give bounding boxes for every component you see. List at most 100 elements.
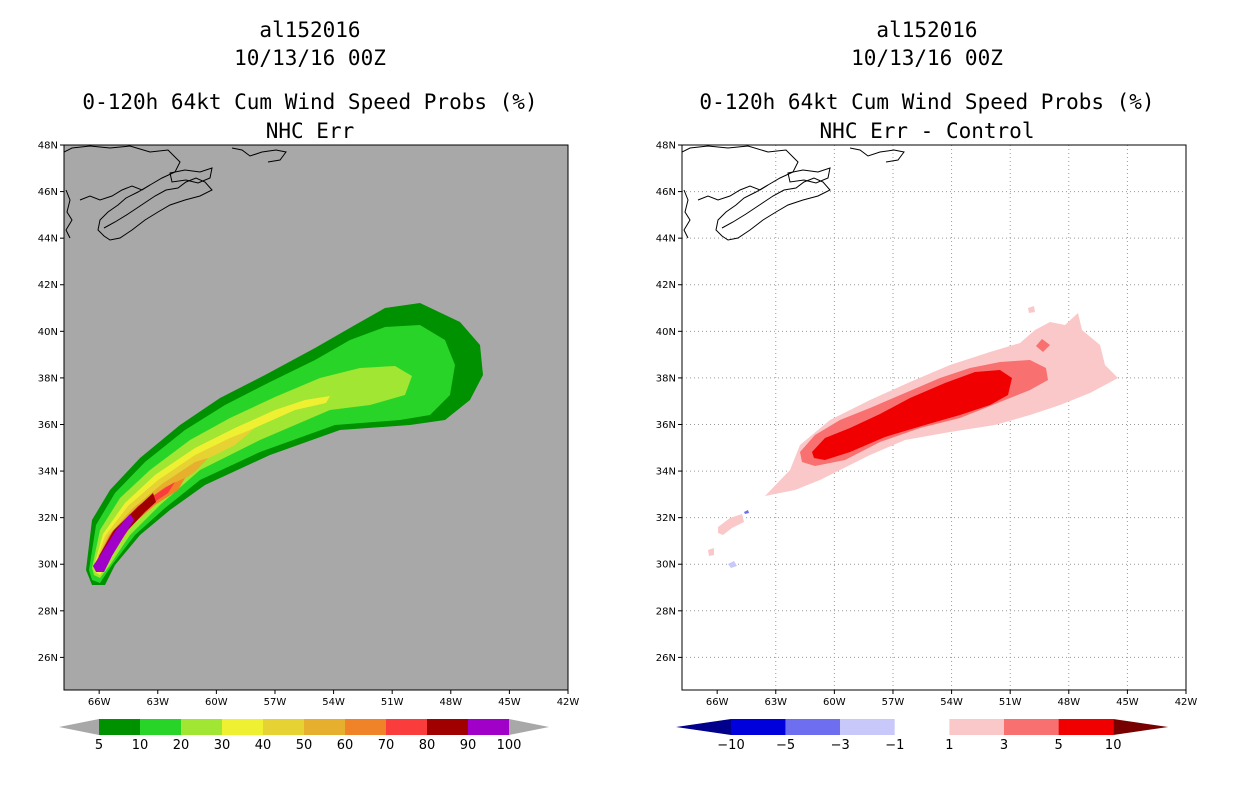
right-title-storm-id: al152016 bbox=[876, 18, 978, 42]
y-tick-label: 48N bbox=[38, 141, 58, 152]
x-tick-label: 57W bbox=[882, 697, 905, 708]
x-tick-label: 45W bbox=[1116, 697, 1139, 708]
x-tick-label: 51W bbox=[999, 697, 1022, 708]
y-tick-label: 32N bbox=[656, 513, 676, 524]
y-tick-label: 48N bbox=[656, 141, 676, 152]
colorbar-box bbox=[181, 719, 222, 735]
colorbar-box bbox=[263, 719, 304, 735]
x-tick-label: 60W bbox=[205, 697, 228, 708]
colorbar-box bbox=[427, 719, 468, 735]
x-tick-label: 42W bbox=[1175, 697, 1198, 708]
colorbar-box bbox=[840, 719, 895, 735]
x-tick-label: 63W bbox=[146, 697, 169, 708]
x-tick-label: 60W bbox=[823, 697, 846, 708]
right-contour-3-5-small bbox=[1036, 339, 1050, 352]
left-map-frame bbox=[63, 144, 569, 691]
colorbar-label: 1 bbox=[945, 738, 953, 753]
colorbar-label: 10 bbox=[1105, 738, 1122, 753]
left-contour-90 bbox=[93, 514, 134, 572]
x-tick-label: 57W bbox=[264, 697, 287, 708]
colorbar-end-left bbox=[676, 719, 731, 735]
colorbar-label: 5 bbox=[1054, 738, 1062, 753]
right-y-axis: 26N 28N 30N 32N 34N 36N 38N 40N 42N 44N 46N 48N bbox=[656, 141, 682, 664]
y-tick-label: 42N bbox=[38, 280, 58, 291]
x-tick-label: 54W bbox=[940, 697, 963, 708]
colorbar-box bbox=[140, 719, 181, 735]
right-negative-dash bbox=[744, 510, 749, 514]
right-title-main: 0-120h 64kt Cum Wind Speed Probs (%) bbox=[699, 90, 1155, 114]
y-tick-label: 40N bbox=[38, 327, 58, 338]
left-y-axis: 26N 28N 30N 32N 34N 36N 38N 40N 42N 44N 46N 48N bbox=[38, 141, 64, 664]
y-tick-label: 38N bbox=[656, 373, 676, 384]
right-contour-1-3-small-a bbox=[718, 514, 744, 535]
colorbar-box bbox=[99, 719, 140, 735]
right-x-axis: 66W 63W 60W 57W 54W 51W 48W 45W 42W bbox=[706, 690, 1198, 708]
y-tick-label: 44N bbox=[38, 234, 58, 245]
colorbar-label: 50 bbox=[296, 738, 313, 753]
x-tick-label: 54W bbox=[322, 697, 345, 708]
x-tick-label: 42W bbox=[557, 697, 580, 708]
x-tick-label: 51W bbox=[381, 697, 404, 708]
x-tick-label: 48W bbox=[1057, 697, 1080, 708]
x-tick-label: 66W bbox=[88, 697, 111, 708]
y-tick-label: 36N bbox=[38, 420, 58, 431]
colorbar-label: 10 bbox=[132, 738, 149, 753]
colorbar-end-left bbox=[59, 719, 99, 735]
left-title-main: 0-120h 64kt Cum Wind Speed Probs (%) bbox=[82, 90, 538, 114]
left-title-sub: NHC Err bbox=[265, 119, 355, 143]
left-coastlines bbox=[64, 145, 287, 241]
right-difference-field bbox=[708, 306, 1118, 568]
left-colorbar: 5 10 20 30 40 50 60 70 80 90 100 bbox=[59, 719, 549, 753]
colorbar-end-right bbox=[1113, 719, 1169, 735]
y-tick-label: 44N bbox=[656, 234, 676, 245]
x-tick-label: 48W bbox=[439, 697, 462, 708]
y-tick-label: 34N bbox=[38, 467, 58, 478]
y-tick-label: 32N bbox=[38, 513, 58, 524]
right-map-frame bbox=[681, 144, 1187, 691]
y-tick-label: 40N bbox=[656, 327, 676, 338]
y-tick-label: 30N bbox=[656, 560, 676, 571]
colorbar-label: 30 bbox=[214, 738, 231, 753]
y-tick-label: 26N bbox=[38, 653, 58, 664]
y-tick-label: 42N bbox=[656, 280, 676, 291]
colorbar-box bbox=[222, 719, 263, 735]
left-title-storm-id: al152016 bbox=[259, 18, 361, 42]
y-tick-label: 26N bbox=[656, 653, 676, 664]
right-contour-5-10 bbox=[812, 370, 1012, 460]
colorbar-box bbox=[345, 719, 386, 735]
left-x-axis: 66W 63W 60W 57W 54W 51W 48W 45W 42W bbox=[88, 690, 580, 708]
left-title-datetime: 10/13/16 00Z bbox=[234, 46, 386, 70]
x-tick-label: 66W bbox=[706, 697, 729, 708]
colorbar-label: 100 bbox=[497, 738, 522, 753]
right-coastlines bbox=[682, 145, 905, 241]
right-colorbar: −10 −5 −3 −1 1 3 5 10 bbox=[676, 719, 1169, 753]
colorbar-box bbox=[304, 719, 345, 735]
y-tick-label: 46N bbox=[656, 187, 676, 198]
colorbar-box bbox=[1058, 719, 1114, 735]
y-tick-label: 30N bbox=[38, 560, 58, 571]
colorbar-label: −10 bbox=[717, 738, 744, 753]
left-probability-field bbox=[86, 303, 483, 585]
y-tick-label: 28N bbox=[656, 606, 676, 617]
y-tick-label: 38N bbox=[38, 373, 58, 384]
colorbar-label: 80 bbox=[419, 738, 436, 753]
right-title-sub: NHC Err - Control bbox=[819, 119, 1035, 143]
colorbar-label: −1 bbox=[885, 738, 904, 753]
colorbar-box bbox=[949, 719, 1004, 735]
right-title-datetime: 10/13/16 00Z bbox=[851, 46, 1003, 70]
colorbar-label: 90 bbox=[460, 738, 477, 753]
right-contour-1-3-small-b bbox=[708, 548, 714, 556]
left-contour-20 bbox=[92, 366, 412, 578]
y-tick-label: 46N bbox=[38, 187, 58, 198]
y-tick-label: 36N bbox=[656, 420, 676, 431]
right-negative-small bbox=[728, 561, 737, 568]
x-tick-label: 45W bbox=[498, 697, 521, 708]
colorbar-box bbox=[468, 719, 509, 735]
colorbar-label: 20 bbox=[173, 738, 190, 753]
colorbar-label: 70 bbox=[378, 738, 395, 753]
colorbar-box bbox=[1004, 719, 1059, 735]
colorbar-box bbox=[731, 719, 786, 735]
colorbar-box bbox=[894, 719, 950, 735]
colorbar-box bbox=[386, 719, 427, 735]
